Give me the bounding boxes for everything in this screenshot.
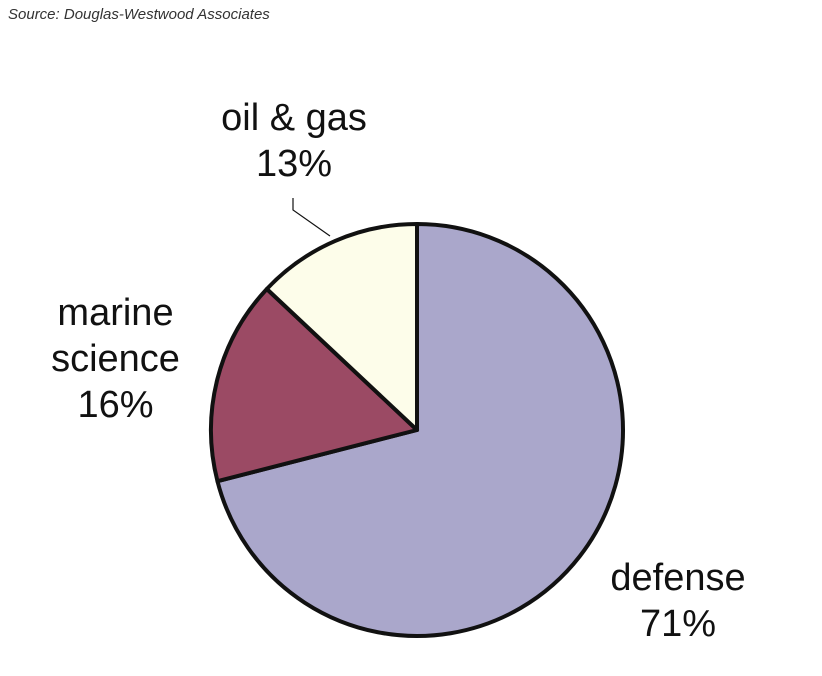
category-label: defense	[610, 557, 746, 599]
pie-slice	[264, 222, 419, 432]
value-label: 71%	[639, 603, 717, 645]
slice-label: defense 71%	[578, 555, 778, 647]
category-label: oil & gas	[221, 97, 367, 139]
slice-label: oil & gas 13%	[194, 95, 394, 187]
slice-label: marine science 16%	[18, 290, 213, 428]
pie-slice	[209, 286, 419, 484]
pie-slice	[215, 222, 625, 638]
leader-line	[292, 198, 331, 237]
value-label: 16%	[77, 384, 154, 426]
category-label: marine science	[51, 292, 180, 380]
value-label: 13%	[255, 143, 333, 185]
source-note: Source: Douglas-Westwood Associates	[8, 6, 270, 23]
